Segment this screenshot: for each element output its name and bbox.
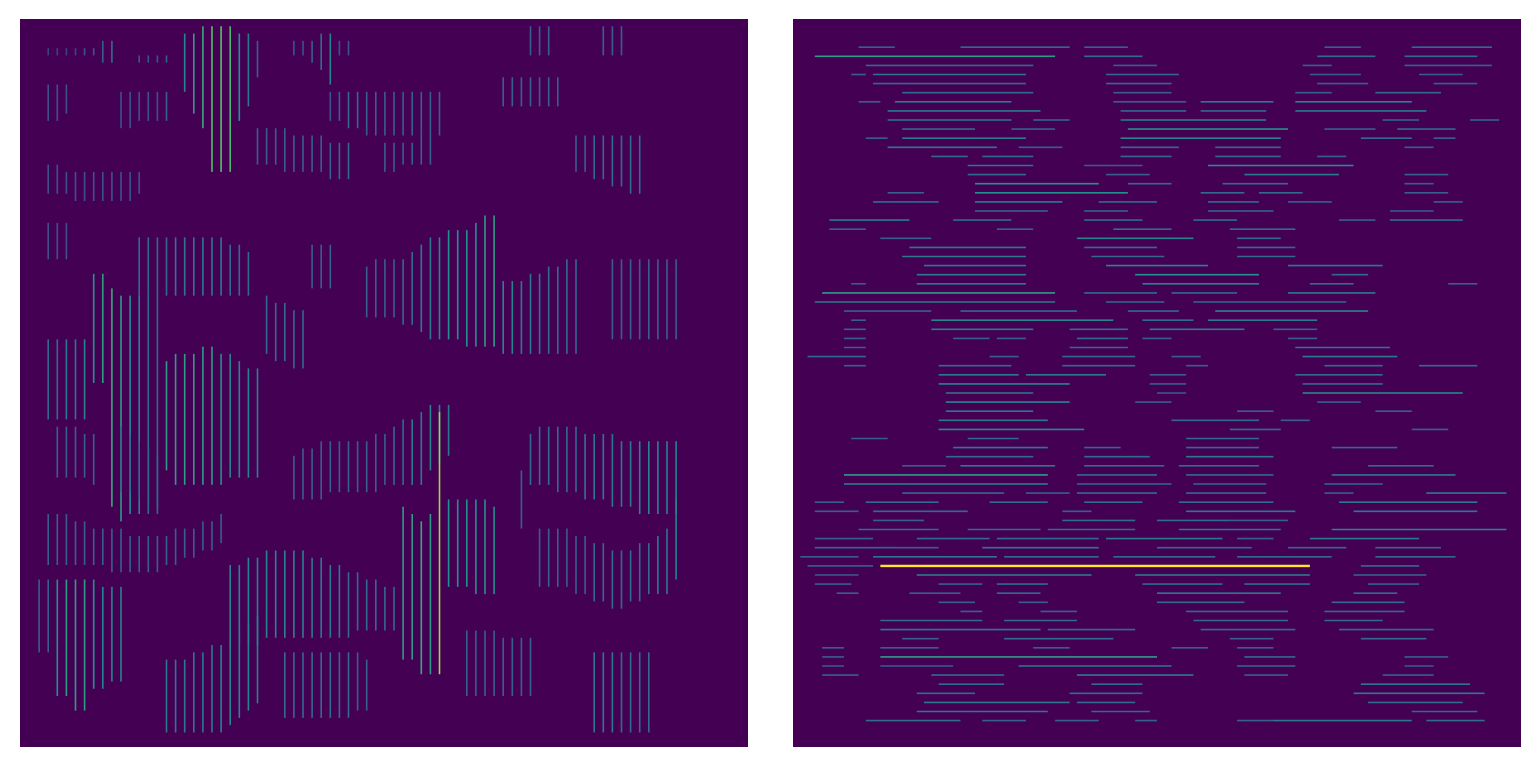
vertical-lines-heatmap	[20, 19, 748, 747]
heatmap-background	[20, 19, 748, 747]
vertical-segment-group	[38, 26, 677, 733]
heatmap-background	[793, 19, 1521, 747]
horizontal-segment-group	[800, 46, 1507, 722]
horizontal-lines-heatmap	[793, 19, 1521, 747]
